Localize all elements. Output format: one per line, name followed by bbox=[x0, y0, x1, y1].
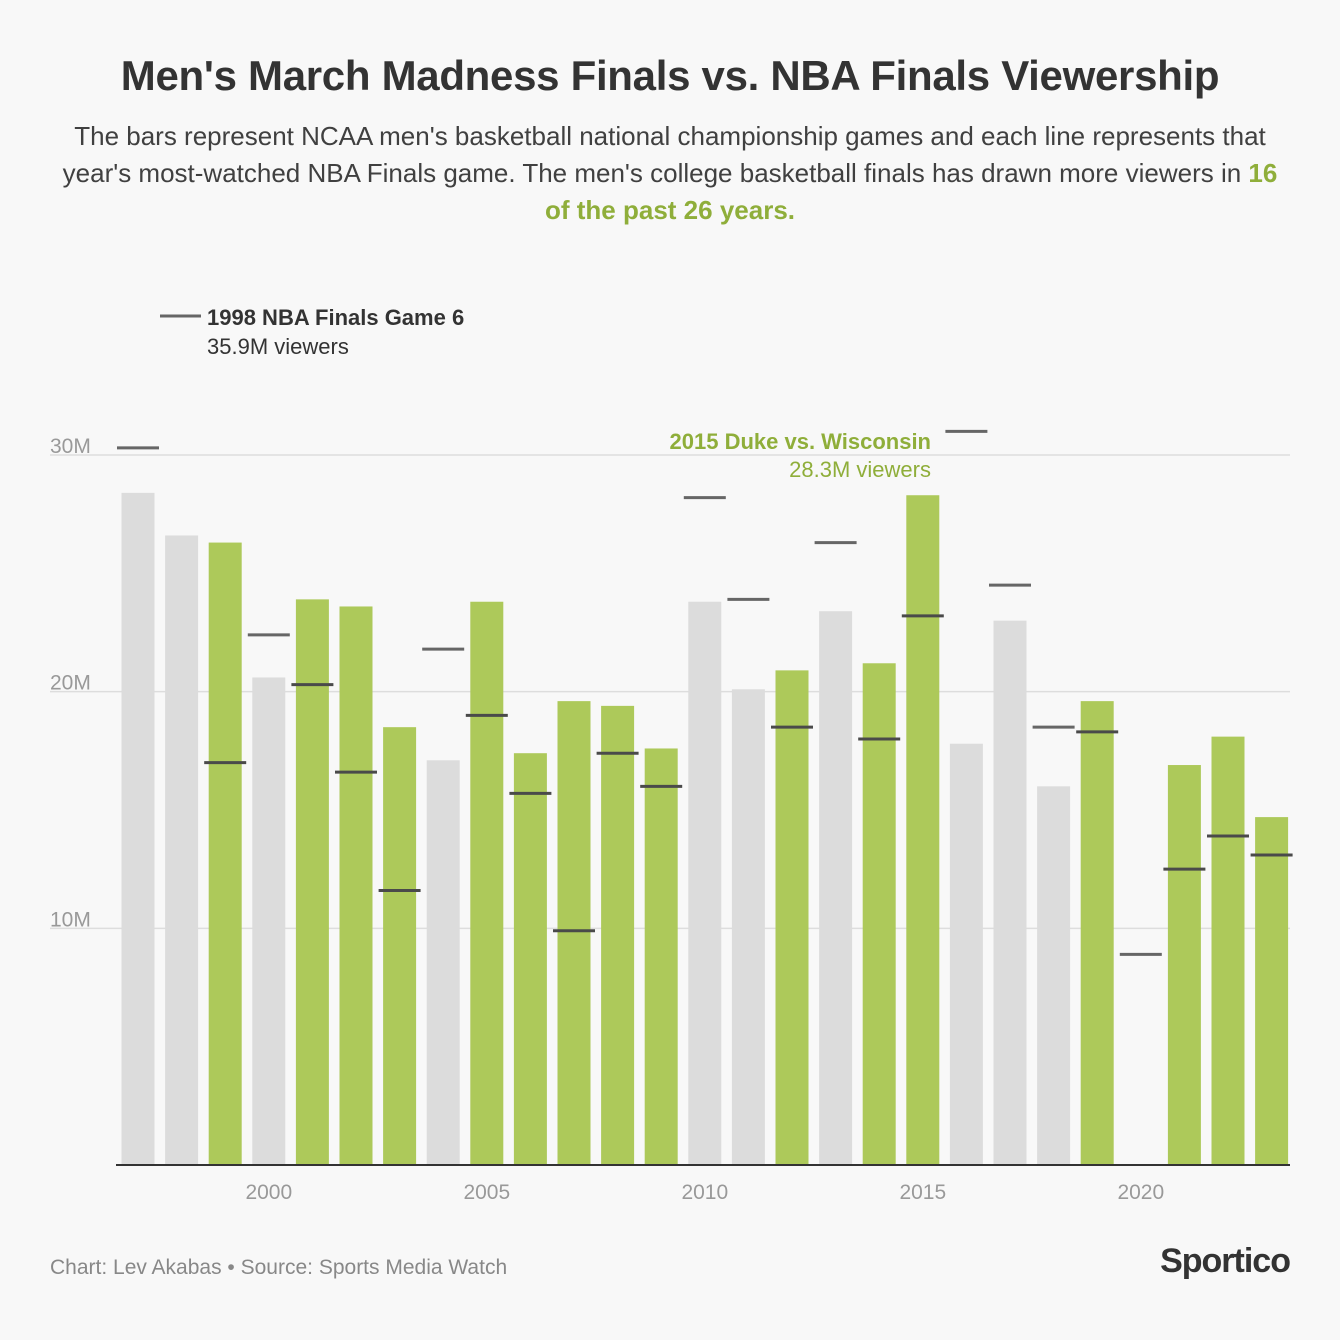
ncaa-bar-2015 bbox=[906, 495, 940, 1165]
ncaa-bar-2016 bbox=[949, 743, 983, 1165]
ncaa-bar-2009 bbox=[644, 748, 678, 1165]
y-tick-label-20: 20M bbox=[50, 672, 91, 695]
ncaa-bar-2017 bbox=[993, 620, 1027, 1165]
ncaa-bar-2019 bbox=[1080, 701, 1114, 1165]
subtitle-highlight: 16 of the past 26 years. bbox=[545, 158, 1278, 225]
ncaa-bar-1998 bbox=[165, 535, 199, 1165]
chart-title: Men's March Madness Finals vs. NBA Final… bbox=[120, 52, 1220, 99]
x-tick-label-2015: 2015 bbox=[899, 1181, 946, 1204]
x-tick-label-2000: 2000 bbox=[245, 1181, 292, 1204]
chart-subtitle: The bars represent NCAA men's basketball… bbox=[50, 118, 1290, 229]
ncaa-bar-2021 bbox=[1167, 765, 1201, 1165]
ncaa-bar-2014 bbox=[862, 663, 896, 1165]
ncaa-bar-1997 bbox=[121, 492, 155, 1165]
ncaa-bar-2013 bbox=[819, 611, 853, 1165]
ncaa-bar-2003 bbox=[383, 727, 417, 1165]
ncaa-bar-2000 bbox=[252, 677, 286, 1165]
ncaa-bar-2018 bbox=[1037, 786, 1071, 1165]
ncaa-bar-2022 bbox=[1211, 736, 1245, 1165]
ncaa-bar-2008 bbox=[601, 705, 635, 1165]
ncaa-bar-2002 bbox=[339, 606, 373, 1165]
footer-credit: Chart: Lev Akabas • Source: Sports Media… bbox=[50, 1256, 508, 1279]
sportico-logo: Sportico bbox=[1160, 1242, 1291, 1280]
x-tick-label-2005: 2005 bbox=[463, 1181, 510, 1204]
annotation-2015-value: 28.3M viewers bbox=[789, 457, 931, 482]
subtitle-text: The bars represent NCAA men's basketball… bbox=[62, 121, 1266, 188]
ncaa-bar-2012 bbox=[775, 670, 809, 1165]
ncaa-bar-2011 bbox=[731, 689, 765, 1165]
x-tick-label-2010: 2010 bbox=[681, 1181, 728, 1204]
y-tick-label-10: 10M bbox=[50, 908, 91, 931]
ncaa-bar-2010 bbox=[688, 601, 722, 1165]
ncaa-bar-2004 bbox=[426, 760, 460, 1165]
annotation-2015-title: 2015 Duke vs. Wisconsin bbox=[670, 429, 931, 454]
ncaa-bar-2023 bbox=[1255, 817, 1289, 1165]
y-tick-label-30: 30M bbox=[50, 435, 91, 458]
ncaa-bar-2007 bbox=[557, 701, 591, 1165]
ncaa-bar-2006 bbox=[513, 753, 547, 1165]
x-tick-label-2020: 2020 bbox=[1117, 1181, 1164, 1204]
ncaa-bar-2005 bbox=[470, 601, 504, 1165]
ncaa-bar-2001 bbox=[295, 599, 329, 1165]
ncaa-bar-1999 bbox=[208, 542, 242, 1165]
annotation-1998-title: 1998 NBA Finals Game 6 bbox=[207, 305, 464, 330]
annotation-1998-value: 35.9M viewers bbox=[207, 334, 349, 359]
